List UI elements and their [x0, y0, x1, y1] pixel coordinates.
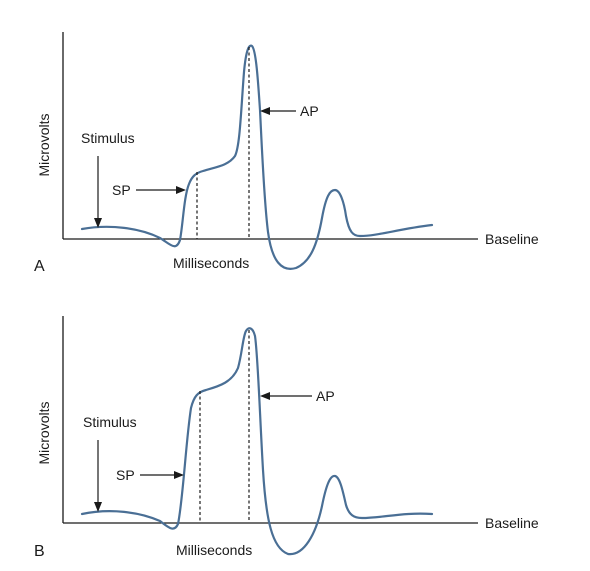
panel-a-sp-label: SP: [112, 182, 131, 198]
panel-b: Microvolts Stimulus SP AP Baseline Milli…: [34, 316, 539, 560]
panel-b-stimulus-label: Stimulus: [83, 414, 137, 430]
panel-a-baseline-label: Baseline: [485, 231, 539, 247]
panel-a: Microvolts Stimulus SP AP Baseline Milli…: [34, 32, 539, 275]
panel-a-ap-label: AP: [300, 103, 319, 119]
panel-b-ap-arrowhead: [260, 392, 270, 400]
panel-b-stimulus-arrowhead: [94, 502, 102, 512]
panel-b-baseline-label: Baseline: [485, 515, 539, 531]
panel-a-letter: A: [34, 258, 45, 275]
panel-a-waveform: [80, 44, 434, 270]
panel-a-y-axis-label: Microvolts: [36, 113, 52, 176]
panel-b-ap-label: AP: [316, 388, 335, 404]
panel-b-x-axis-label: Milliseconds: [176, 542, 252, 558]
panel-b-sp-arrowhead: [174, 471, 184, 479]
panel-b-y-axis-label: Microvolts: [36, 401, 52, 464]
panel-a-stimulus-arrowhead: [94, 218, 102, 228]
panel-a-stimulus-label: Stimulus: [81, 130, 135, 146]
panel-b-sp-label: SP: [116, 467, 135, 483]
panel-b-letter: B: [34, 543, 45, 560]
panel-b-waveform: [80, 327, 434, 556]
panel-a-x-axis-label: Milliseconds: [173, 255, 249, 271]
panel-a-ap-arrowhead: [260, 107, 270, 115]
panel-a-sp-arrowhead: [176, 186, 186, 194]
